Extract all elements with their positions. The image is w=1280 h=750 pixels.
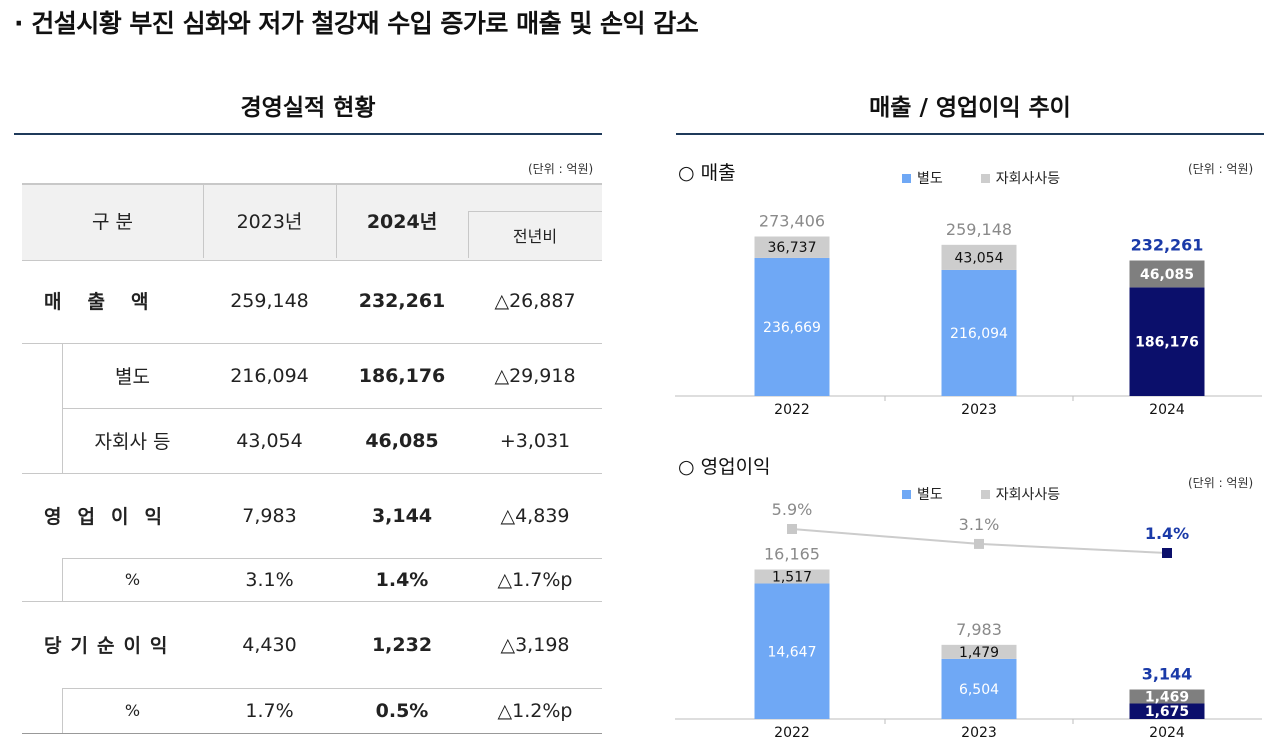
sales-label-subsidiary-2024: 46,085 [1140, 267, 1194, 283]
sales-legend: 별도 자회사사등 [902, 168, 1060, 188]
legend-standalone-label: 별도 [917, 487, 943, 503]
legend-subsidiary-label: 자회사사등 [995, 171, 1061, 187]
row-op-margin-2024: 1.4% [375, 568, 429, 591]
op-bar-subsidiary-2022 [754, 569, 830, 584]
op-label-total-2022: 16,165 [764, 544, 820, 563]
row-sales-label: 매출액 [44, 291, 175, 313]
table-unit: (단위 : 억원) [528, 162, 594, 176]
row-standalone-yoy: △29,918 [494, 364, 576, 387]
row-op-income-label: 영업이익 [44, 506, 178, 528]
legend-subsidiary-swatch [980, 173, 990, 183]
chart-section-rule [676, 133, 1264, 135]
sales-label-total-2022: 273,406 [759, 212, 825, 231]
sales-bar-standalone-2022 [754, 257, 830, 396]
row-net-income-2024: 1,232 [371, 633, 433, 656]
row-op-income-yoy: △4,839 [500, 504, 570, 527]
row-net-income-yoy: △3,198 [500, 633, 570, 656]
sales-tick-label-2024: 2024 [1149, 402, 1185, 418]
row-op-margin-label: % [124, 570, 141, 589]
legend-subsidiary-label: 자회사사등 [995, 487, 1061, 503]
op-margin-label-2024: 1.4% [1145, 524, 1189, 543]
sales-bar-standalone-2024 [1129, 287, 1205, 396]
op-margin-point-2024 [1162, 548, 1172, 558]
sales-label-standalone-2024: 186,176 [1135, 335, 1199, 351]
op-label-subsidiary-2024: 1,469 [1145, 690, 1189, 706]
row-op-income-2023: 7,983 [242, 504, 297, 527]
op-label-subsidiary-2022: 1,517 [772, 569, 812, 585]
sales-bar-subsidiary-2024 [1129, 260, 1205, 288]
op-income-legend: 별도 자회사사등 [902, 484, 1060, 504]
op-tick-label-2023: 2023 [961, 725, 997, 741]
legend-subsidiary-swatch [980, 489, 990, 499]
op-bar-standalone-2023 [941, 658, 1017, 719]
legend-standalone-swatch [902, 173, 911, 183]
op-label-standalone-2023: 6,504 [959, 682, 999, 698]
table-section-title: 경영실적 현황 [240, 95, 376, 121]
table-header-background [22, 183, 602, 261]
row-net-margin-2024: 0.5% [375, 699, 429, 722]
row-subsidiary-2024: 46,085 [365, 429, 439, 452]
headline: · 건설시황 부진 심화와 저가 철강재 수입 증가로 매출 및 손익 감소 [14, 9, 699, 38]
op-bar-standalone-2024 [1129, 703, 1205, 719]
row-subsidiary-2023: 43,054 [236, 429, 303, 452]
op-tick-label-2022: 2022 [774, 725, 810, 741]
table-section-rule [14, 133, 602, 135]
row-op-margin-2023: 3.1% [245, 568, 294, 591]
sales-label-subsidiary-2023: 43,054 [955, 250, 1004, 266]
op-label-total-2023: 7,983 [956, 620, 1002, 639]
row-standalone-2023: 216,094 [230, 364, 309, 387]
row-net-income-2023: 4,430 [242, 633, 297, 656]
sales-unit: (단위 : 억원) [1188, 162, 1254, 176]
header-2024: 2024년 [366, 211, 438, 233]
op-label-standalone-2024: 1,675 [1145, 704, 1189, 720]
row-net-margin-yoy: △1.2%p [497, 699, 573, 722]
row-standalone-2024: 186,176 [358, 364, 446, 387]
op-label-subsidiary-2023: 1,479 [959, 645, 999, 661]
row-sales-2024: 232,261 [358, 289, 446, 312]
row-standalone-label: 별도 [115, 366, 150, 388]
row-sales-2023: 259,148 [230, 289, 309, 312]
op-label-total-2024: 3,144 [1142, 665, 1193, 684]
legend-standalone-swatch [902, 489, 911, 499]
chart-section-title: 매출 / 영업이익 추이 [869, 95, 1071, 121]
sales-chart-title: ○ 매출 [678, 162, 736, 184]
op-margin-label-2023: 3.1% [959, 515, 1000, 534]
legend-standalone-label: 별도 [917, 171, 943, 187]
sales-bar-subsidiary-2023 [941, 244, 1017, 270]
op-margin-line [791, 528, 1168, 554]
op-margin-point-2022 [787, 524, 797, 534]
sales-bar-subsidiary-2022 [754, 236, 830, 258]
sales-tick-label-2023: 2023 [961, 402, 997, 418]
op-label-standalone-2022: 14,647 [768, 644, 817, 660]
row-subsidiary-label: 자회사 등 [94, 431, 171, 453]
sales-label-standalone-2022: 236,669 [763, 320, 821, 336]
op-income-chart-title: ○ 영업이익 [678, 456, 771, 478]
header-yoy: 전년비 [512, 226, 558, 246]
sales-label-total-2024: 232,261 [1131, 236, 1204, 255]
op-bar-subsidiary-2023 [941, 644, 1017, 659]
sales-label-standalone-2023: 216,094 [950, 326, 1008, 342]
op-income-unit: (단위 : 억원) [1188, 476, 1254, 490]
sales-tick-label-2022: 2022 [774, 402, 810, 418]
row-subsidiary-yoy: +3,031 [499, 429, 571, 452]
row-net-margin-2023: 1.7% [245, 699, 294, 722]
row-op-margin-yoy: △1.7%p [497, 568, 573, 591]
row-net-margin-label: % [124, 701, 141, 720]
header-2023: 2023년 [236, 211, 303, 233]
sales-label-total-2023: 259,148 [946, 220, 1012, 239]
op-bar-subsidiary-2024 [1129, 689, 1205, 704]
op-bar-standalone-2022 [754, 583, 830, 719]
header-category: 구 분 [92, 211, 133, 233]
op-margin-label-2022: 5.9% [772, 500, 813, 519]
row-sales-yoy: △26,887 [494, 289, 576, 312]
row-op-income-2024: 3,144 [371, 504, 433, 527]
sales-label-subsidiary-2022: 36,737 [768, 240, 817, 256]
op-tick-label-2024: 2024 [1149, 725, 1185, 741]
op-margin-point-2023 [974, 538, 984, 549]
sales-bar-standalone-2023 [941, 269, 1017, 396]
row-net-income-label: 당기순이익 [44, 635, 177, 657]
